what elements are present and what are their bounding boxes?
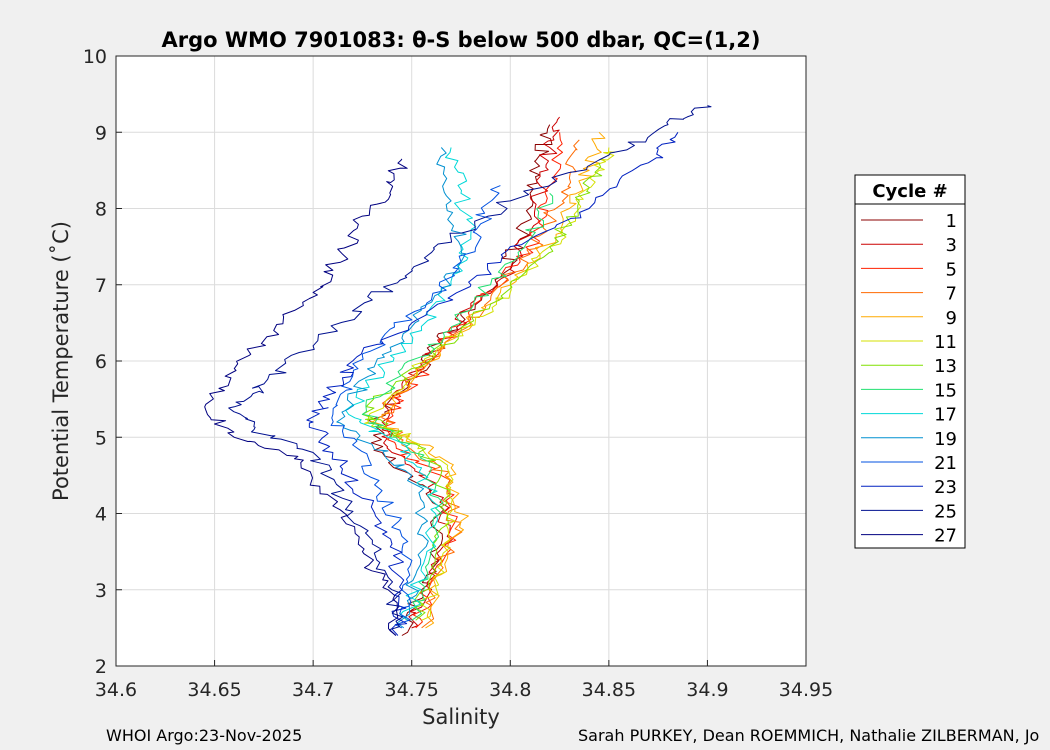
legend-label-27: 27 [934,526,957,547]
series-line-cycle-21 [330,185,501,629]
y-tick-label: 9 [95,122,107,144]
plot-frame [115,55,807,667]
y-tick-label: 4 [95,504,107,526]
series-line-cycle-13 [361,162,603,621]
y-tick-label: 10 [83,46,107,68]
legend-label-15: 15 [934,380,957,401]
series-line-cycle-17 [345,147,477,621]
y-tick-label: 8 [95,199,107,221]
legend-label-21: 21 [934,453,957,474]
legend-label-13: 13 [934,356,957,377]
x-tick-label: 34.8 [489,679,531,701]
y-axis-label: Potential Temperature (˚C) [49,221,73,501]
legend-label-11: 11 [934,332,957,353]
y-tick-label: 6 [95,351,107,373]
x-tick-label: 34.95 [779,679,833,701]
y-tick-label: 3 [95,580,107,602]
legend-label-7: 7 [946,284,957,305]
series-group [204,105,712,636]
x-axis-label: Salinity [422,705,500,729]
y-tick-labels: 2 3 4 5 6 7 8 9 10 [83,46,107,678]
x-tick-label: 34.9 [686,679,728,701]
series-line-cycle-5 [385,132,563,629]
x-tick-label: 34.7 [292,679,334,701]
legend-label-3: 3 [946,235,957,256]
legend-label-1: 1 [946,211,957,232]
x-tick-labels: 34.6 34.65 34.7 34.75 34.8 34.85 34.9 34.95 [95,679,833,701]
x-tick-label: 34.75 [385,679,439,701]
legend-label-23: 23 [934,477,957,498]
series-line-cycle-25 [228,105,712,636]
footer-right: Sarah PURKEY, Dean ROEMMICH, Nathalie ZI… [578,726,1040,745]
chart-title: Argo WMO 7901083: θ-S below 500 dbar, QC… [162,28,761,52]
series-line-cycle-15 [361,192,554,621]
x-tick-label: 34.65 [187,679,241,701]
legend-label-17: 17 [934,405,957,426]
series-line-cycle-23 [306,132,679,636]
x-tick-label: 34.85 [582,679,636,701]
x-tick-label: 34.6 [95,679,137,701]
legend-label-9: 9 [946,308,957,329]
y-tick-label: 2 [95,656,107,678]
y-tick-label: 5 [95,427,107,449]
legend-label-25: 25 [934,501,957,522]
series-line-cycle-11 [364,147,615,621]
series-line-cycle-27 [204,158,408,636]
footer-left: WHOI Argo:23-Nov-2025 [106,726,303,745]
legend-title: Cycle # [872,181,947,202]
legend-label-5: 5 [946,259,957,280]
series-line-cycle-7 [381,139,580,629]
series-line-cycle-19 [336,147,467,629]
legend-label-19: 19 [934,429,957,450]
y-tick-label: 7 [95,275,107,297]
